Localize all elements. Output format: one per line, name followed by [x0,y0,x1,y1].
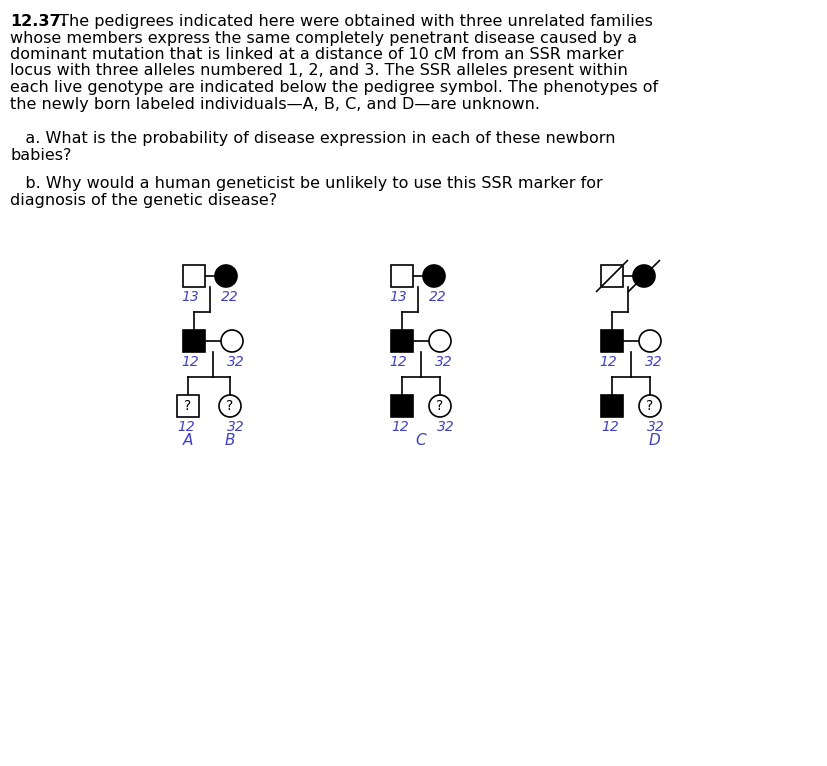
Text: ?: ? [437,399,443,413]
Text: 32: 32 [227,355,245,369]
Text: ?: ? [184,399,192,413]
Bar [183,265,205,287]
Text: D: D [648,433,660,448]
Text: 32: 32 [437,420,455,434]
Text: C: C [416,433,426,448]
Bar [391,265,413,287]
Bar [391,395,413,417]
Text: 12: 12 [181,355,198,369]
Text: A: A [183,433,194,448]
Text: dominant mutation that is linked at a distance of 10 cM from an SSR marker: dominant mutation that is linked at a di… [10,47,624,62]
Text: 22: 22 [221,290,239,304]
Text: 13: 13 [390,290,407,304]
Bar [391,330,413,352]
Circle shape [639,395,661,417]
Text: 12: 12 [390,355,407,369]
Text: 12: 12 [601,420,619,434]
Text: 12.37.: 12.37. [10,14,67,29]
Circle shape [219,395,241,417]
Text: the newly born labeled individuals—A, B, C, and D—are unknown.: the newly born labeled individuals—A, B,… [10,97,540,112]
Text: ?: ? [227,399,233,413]
Text: locus with three alleles numbered 1, 2, and 3. The SSR alleles present within: locus with three alleles numbered 1, 2, … [10,64,628,78]
Text: 32: 32 [227,420,245,434]
Text: 22: 22 [429,290,447,304]
Circle shape [215,265,237,287]
Bar [601,265,623,287]
Text: whose members express the same completely penetrant disease caused by a: whose members express the same completel… [10,31,637,45]
Text: 32: 32 [435,355,453,369]
Text: 12: 12 [599,355,617,369]
Bar [183,330,205,352]
Circle shape [429,395,451,417]
Circle shape [639,330,661,352]
Text: diagnosis of the genetic disease?: diagnosis of the genetic disease? [10,192,277,208]
Text: The pedigrees indicated here were obtained with three unrelated families: The pedigrees indicated here were obtain… [54,14,653,29]
Text: 12: 12 [177,420,195,434]
Circle shape [423,265,445,287]
Text: ?: ? [647,399,653,413]
Bar [177,395,199,417]
Text: babies?: babies? [10,148,71,162]
Text: b. Why would a human geneticist be unlikely to use this SSR marker for: b. Why would a human geneticist be unlik… [10,176,603,191]
Text: 32: 32 [647,420,665,434]
Text: a. What is the probability of disease expression in each of these newborn: a. What is the probability of disease ex… [10,131,615,146]
Bar [601,395,623,417]
Bar [601,330,623,352]
Circle shape [221,330,243,352]
Text: each live genotype are indicated below the pedigree symbol. The phenotypes of: each live genotype are indicated below t… [10,80,658,95]
Circle shape [633,265,655,287]
Text: B: B [225,433,235,448]
Circle shape [429,330,451,352]
Text: 13: 13 [181,290,198,304]
Text: 12: 12 [391,420,409,434]
Text: 32: 32 [645,355,663,369]
